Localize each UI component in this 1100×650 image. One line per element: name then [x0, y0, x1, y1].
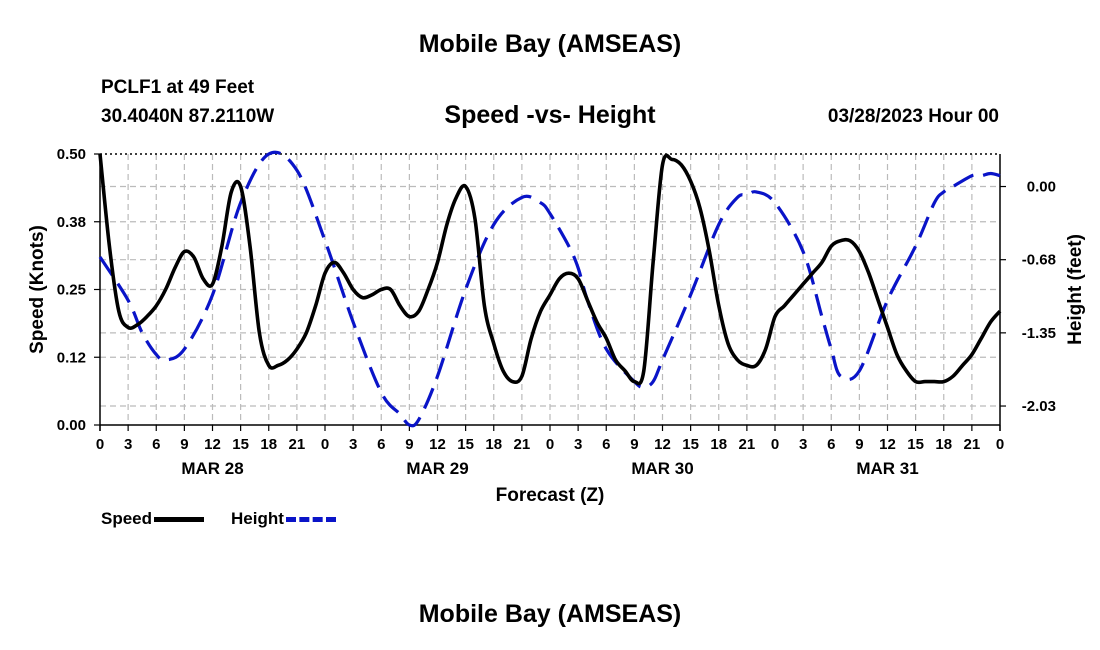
x-tick-label: 12: [879, 436, 896, 453]
x-tick-label: 0: [546, 436, 554, 453]
legend-speed-swatch: [154, 516, 205, 522]
height-series-line: [98, 150, 1001, 428]
x-tick-label: 21: [964, 436, 981, 453]
y-tick-label: 0.25: [57, 282, 86, 299]
y-tick-label: 0.38: [57, 214, 86, 231]
x-tick-label: 3: [574, 436, 582, 453]
x-tick-label: 0: [771, 436, 779, 453]
x-tick-label: 18: [935, 436, 952, 453]
x-tick-label: 12: [204, 436, 221, 453]
x-tick-label: 6: [152, 436, 160, 453]
y-tick-label: 0.12: [57, 349, 86, 366]
x-tick-label: 3: [124, 436, 132, 453]
footer-title: Mobile Bay (AMSEAS): [418, 600, 682, 628]
x-tick-label: 6: [377, 436, 385, 453]
x-tick-label: 3: [349, 436, 357, 453]
x-tick-label: 15: [232, 436, 249, 453]
x-tick-label: 18: [710, 436, 727, 453]
day-label: MAR 29: [406, 459, 468, 478]
x-tick-label: 12: [654, 436, 671, 453]
y2-tick-label: -1.35: [1022, 325, 1056, 342]
page-title: Mobile Bay (AMSEAS): [418, 30, 682, 58]
legend-height-label: Height: [231, 509, 284, 528]
x-tick-label: 6: [827, 436, 835, 453]
day-label: MAR 28: [181, 459, 243, 478]
series-layer: [98, 150, 1002, 428]
chart-title: Speed -vs- Height: [444, 101, 656, 129]
legend-speed: Speed: [101, 509, 205, 529]
legend-speed-label: Speed: [101, 509, 153, 528]
day-label: MAR 31: [856, 459, 918, 478]
x-tick-label: 15: [907, 436, 924, 453]
x-tick-label: 9: [855, 436, 863, 453]
x-tick-label: 6: [602, 436, 610, 453]
axes: [94, 153, 1006, 431]
y-axis-title: Speed (Knots): [27, 225, 48, 354]
x-tick-label: 12: [429, 436, 446, 453]
legend-height-swatch: [285, 516, 336, 522]
y2-tick-label: -2.03: [1022, 398, 1056, 415]
y2-axis-title: Height (feet): [1065, 234, 1086, 345]
speed-series-line: [98, 153, 1002, 386]
x-tick-label: 21: [289, 436, 306, 453]
x-tick-label: 18: [485, 436, 502, 453]
x-axis-title: Forecast (Z): [496, 485, 605, 506]
x-tick-label: 0: [96, 436, 104, 453]
legend-height: Height: [231, 509, 336, 529]
y2-tick-label: 0.00: [1027, 179, 1056, 196]
day-label: MAR 30: [631, 459, 693, 478]
x-tick-label: 15: [682, 436, 699, 453]
y-tick-label: 0.00: [57, 417, 86, 434]
x-tick-label: 21: [514, 436, 531, 453]
x-tick-label: 0: [321, 436, 329, 453]
x-tick-label: 9: [180, 436, 188, 453]
x-tick-label: 0: [996, 436, 1004, 453]
x-tick-label: 21: [739, 436, 756, 453]
forecast-date: 03/28/2023 Hour 00: [827, 106, 999, 127]
y-tick-label: 0.50: [57, 146, 86, 163]
x-tick-label: 9: [405, 436, 413, 453]
axis-labels: 0 3 6 9 12 15 18 21 0 3 6 9 12 15 18 21 0 3 6 9 12 15 18 21 0 3 6 9…: [27, 146, 1086, 506]
y2-tick-label: -0.68: [1022, 252, 1056, 269]
x-tick-label: 9: [630, 436, 638, 453]
station-label: PCLF1 at 49 Feet: [101, 77, 255, 98]
grid-lines: [100, 154, 1000, 425]
x-tick-label: 15: [457, 436, 474, 453]
coordinates-label: 30.4040N 87.2110W: [101, 106, 275, 127]
x-tick-label: 18: [260, 436, 277, 453]
x-tick-label: 3: [799, 436, 807, 453]
